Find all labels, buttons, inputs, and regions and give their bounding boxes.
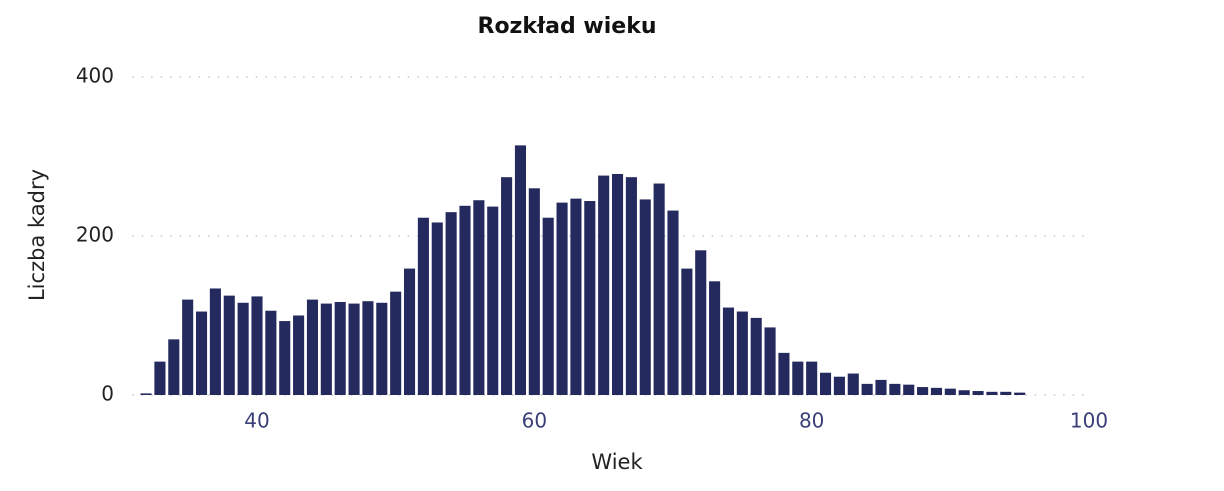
bar [570,198,582,395]
bar [986,391,998,395]
bar [293,315,305,395]
bar [625,177,637,395]
bar [154,361,166,395]
bar [542,217,554,395]
bar [972,391,984,395]
bar [584,201,596,395]
bar [195,311,208,395]
bar [417,217,429,395]
bar [709,281,721,395]
bar [556,202,568,395]
bar [237,302,249,395]
bar [667,210,679,395]
bar [306,299,319,395]
bar [209,288,221,395]
bar [778,352,790,395]
bar [140,393,152,395]
bar [320,303,332,395]
bar [681,268,693,395]
bar [362,301,374,395]
bar [861,383,873,395]
bar [764,327,776,395]
bar [833,376,845,395]
bar [528,188,540,395]
bar [958,390,970,395]
bar [930,387,943,395]
y-tick-label: 0 [101,382,114,406]
bar [334,301,346,395]
bar [223,295,235,395]
bar [944,388,956,395]
bar [265,310,277,395]
bar [445,212,457,395]
bar [695,250,707,395]
y-axis-label: Liczba kadry [25,169,49,301]
bar [431,222,443,395]
bar [348,303,360,395]
chart-title: Rozkład wieku [478,14,657,39]
bar [903,384,915,395]
bar [403,268,416,395]
bar [168,339,180,395]
x-tick-label: 40 [244,409,269,433]
bar [473,200,485,395]
bar [1014,392,1026,395]
bar [1000,391,1012,395]
bar [653,183,665,395]
bar [611,173,624,395]
bar [917,387,929,395]
bar [376,302,388,395]
y-tick-label: 200 [76,223,114,247]
bar [487,206,499,395]
bar [722,307,735,395]
bar [390,291,402,395]
bar [251,296,263,395]
bar [875,379,887,395]
bar [819,372,832,395]
x-tick-label: 60 [522,409,547,433]
x-axis-label: Wiek [591,450,643,474]
bar [501,177,513,395]
bar [459,205,471,395]
bar [736,311,748,395]
bar [514,145,527,395]
x-tick-label: 80 [799,409,824,433]
bar [792,361,804,395]
bar [806,361,818,395]
y-tick-label: 400 [76,64,114,88]
x-tick-label: 100 [1070,409,1108,433]
bar [639,199,651,395]
bar [847,373,859,395]
bar [182,299,194,395]
bar [598,175,610,395]
bar [889,383,901,395]
bar [750,317,762,395]
bar [279,321,291,395]
